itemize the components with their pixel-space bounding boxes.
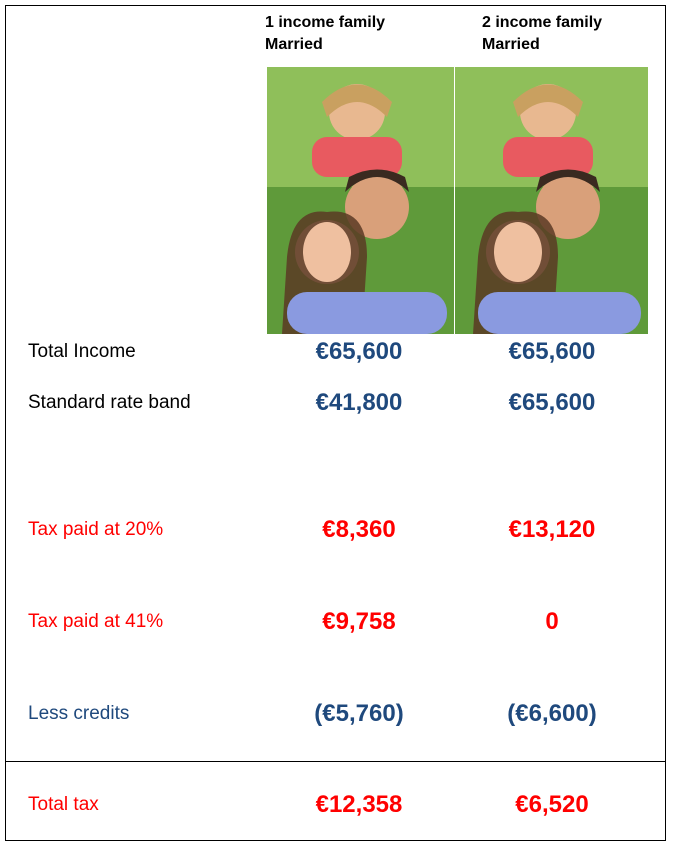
row-label: Total tax bbox=[28, 792, 218, 818]
row-label: Tax paid at 41% bbox=[28, 609, 218, 635]
divider bbox=[5, 761, 666, 762]
page: 1 income family Married 2 income family … bbox=[0, 0, 673, 846]
cell-value: (€6,600) bbox=[455, 699, 649, 729]
column-header: 2 income family Married bbox=[482, 12, 602, 56]
header-line: Married bbox=[482, 34, 602, 56]
cell-value: €65,600 bbox=[262, 337, 456, 367]
row-label: Less credits bbox=[28, 701, 218, 727]
column-header: 1 income family Married bbox=[265, 12, 385, 56]
cell-value: €12,358 bbox=[262, 790, 456, 820]
family-photo bbox=[267, 67, 454, 334]
cell-value: €9,758 bbox=[262, 607, 456, 637]
header-line: Married bbox=[265, 34, 385, 56]
row-label: Standard rate band bbox=[28, 390, 218, 416]
cell-value: €41,800 bbox=[262, 388, 456, 418]
cell-value: €8,360 bbox=[262, 515, 456, 545]
cell-value: €6,520 bbox=[455, 790, 649, 820]
row-label: Total Income bbox=[28, 339, 218, 365]
header-line: 2 income family bbox=[482, 12, 602, 34]
header-line: 1 income family bbox=[265, 12, 385, 34]
row-label: Tax paid at 20% bbox=[28, 517, 218, 543]
cell-value: (€5,760) bbox=[262, 699, 456, 729]
cell-value: €65,600 bbox=[455, 388, 649, 418]
family-photo bbox=[455, 67, 648, 334]
cell-value: 0 bbox=[455, 607, 649, 637]
cell-value: €65,600 bbox=[455, 337, 649, 367]
cell-value: €13,120 bbox=[455, 515, 649, 545]
